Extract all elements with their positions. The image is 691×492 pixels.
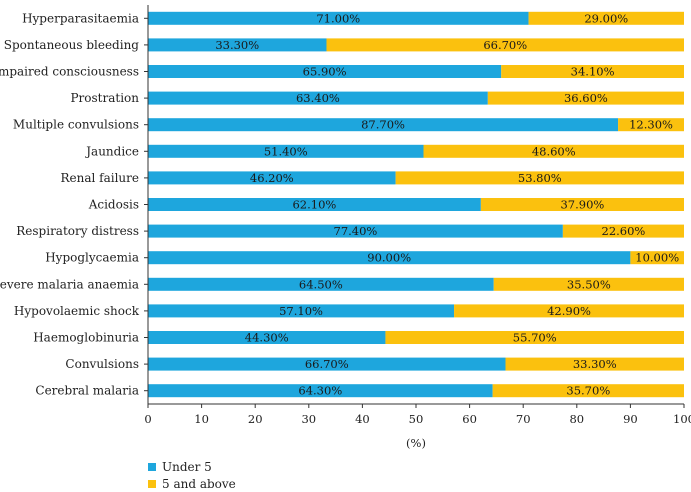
value-label-under-5-cerebral-malaria: 64.30% <box>298 384 342 398</box>
bar-5-and-above-convulsions <box>505 357 684 371</box>
legend-item-under-5: Under 5 <box>148 458 236 475</box>
bar-5-and-above-renal-failure <box>395 171 684 185</box>
legend-label-5-and-above: 5 and above <box>162 476 236 491</box>
value-label-5-and-above-impaired-consciousness: 34.10% <box>571 65 615 79</box>
value-label-under-5-severe-malaria-anaemia: 64.50% <box>299 277 343 291</box>
bar-under-5-impaired-consciousness <box>148 65 502 78</box>
value-label-5-and-above-cerebral-malaria: 35.70% <box>566 384 610 398</box>
value-label-5-and-above-acidosis: 37.90% <box>560 198 604 212</box>
legend-swatch-5-and-above <box>148 479 156 488</box>
value-label-5-and-above-jaundice: 48.60% <box>532 144 576 158</box>
bars-group <box>148 11 684 398</box>
value-label-under-5-jaundice: 51.40% <box>264 144 308 158</box>
value-label-under-5-haemoglobinuria: 44.30% <box>245 331 289 345</box>
bar-under-5-acidosis <box>148 198 481 211</box>
x-axis-title: (%) <box>406 436 426 450</box>
bar-under-5-hypovolaemic-shock <box>148 304 455 318</box>
bar-under-5-cerebral-malaria <box>148 384 493 398</box>
value-label-under-5-hypovolaemic-shock: 57.10% <box>279 304 323 318</box>
bar-under-5-multiple-convulsions <box>148 118 619 132</box>
bar-5-and-above-impaired-consciousness <box>501 65 684 78</box>
category-label-impaired-consciousness: Impaired consciousness <box>0 65 139 79</box>
x-tick-label-0: 0 <box>144 412 151 426</box>
value-label-under-5-impaired-consciousness: 65.90% <box>303 65 347 79</box>
bar-5-and-above-prostration <box>487 91 684 105</box>
value-label-5-and-above-prostration: 36.60% <box>564 91 608 105</box>
bar-5-and-above-acidosis <box>480 198 684 211</box>
category-labels-group: Hyperparasitaemia Spontaneous bleeding Imp… <box>0 11 140 397</box>
bar-under-5-severe-malaria-anaemia <box>148 277 494 291</box>
bar-5-and-above-haemoglobinuria <box>385 331 684 344</box>
value-label-under-5-hypoglycaemia: 90.00% <box>367 251 411 265</box>
value-label-under-5-spontaneous-bleeding: 33.30% <box>215 38 259 52</box>
value-label-5-and-above-convulsions: 33.30% <box>573 357 617 371</box>
bar-5-and-above-hypovolaemic-shock <box>454 304 684 318</box>
x-tick-label-10: 10 <box>194 412 209 426</box>
bar-5-and-above-severe-malaria-anaemia <box>493 277 684 291</box>
bar-5-and-above-jaundice <box>423 144 684 158</box>
value-label-under-5-prostration: 63.40% <box>296 91 340 105</box>
x-tick-label-40: 40 <box>355 412 370 426</box>
x-tick-label-30: 30 <box>301 412 316 426</box>
value-label-under-5-hyperparasitaemia: 71.00% <box>316 11 360 25</box>
value-label-5-and-above-renal-failure: 53.80% <box>518 171 562 185</box>
category-label-respiratory-distress: Respiratory distress <box>16 224 139 238</box>
category-label-renal-failure: Renal failure <box>60 171 139 185</box>
value-labels-group: 71.00% 29.00% 33.30% 66.70% 65.90% 34.10% 63.4… <box>215 11 679 397</box>
category-label-hyperparasitaemia: Hyperparasitaemia <box>22 11 139 25</box>
value-label-5-and-above-hypovolaemic-shock: 42.90% <box>547 304 591 318</box>
bar-under-5-prostration <box>148 91 488 105</box>
category-label-acidosis: Acidosis <box>88 198 139 212</box>
value-label-5-and-above-respiratory-distress: 22.60% <box>602 224 646 238</box>
legend-swatch-under-5 <box>148 462 156 471</box>
bar-5-and-above-hypoglycaemia <box>630 251 684 265</box>
category-label-cerebral-malaria: Cerebral malaria <box>35 384 139 398</box>
category-label-spontaneous-bleeding: Spontaneous bleeding <box>4 38 140 52</box>
value-label-5-and-above-multiple-convulsions: 12.30% <box>629 118 673 132</box>
bar-5-and-above-multiple-convulsions <box>618 118 684 132</box>
bar-5-and-above-hyperparasitaemia <box>528 11 684 25</box>
legend-item-5-and-above: 5 and above <box>148 475 236 492</box>
category-label-multiple-convulsions: Multiple convulsions <box>13 118 139 132</box>
value-label-5-and-above-severe-malaria-anaemia: 35.50% <box>567 277 611 291</box>
value-label-5-and-above-hyperparasitaemia: 29.00% <box>584 11 628 25</box>
value-label-5-and-above-spontaneous-bleeding: 66.70% <box>483 38 527 52</box>
x-tick-label-80: 80 <box>569 412 584 426</box>
x-tick-label-90: 90 <box>623 412 638 426</box>
bar-under-5-jaundice <box>148 144 424 158</box>
x-tick-label-60: 60 <box>462 412 477 426</box>
bar-under-5-hypoglycaemia <box>148 251 631 265</box>
bar-under-5-haemoglobinuria <box>148 331 386 344</box>
x-tick-label-20: 20 <box>248 412 263 426</box>
category-label-prostration: Prostration <box>70 91 139 105</box>
bar-under-5-convulsions <box>148 357 506 371</box>
bar-5-and-above-spontaneous-bleeding <box>326 38 684 52</box>
bar-5-and-above-cerebral-malaria <box>492 384 684 398</box>
value-label-under-5-acidosis: 62.10% <box>292 198 336 212</box>
bar-5-and-above-respiratory-distress <box>562 224 684 238</box>
category-label-severe-malaria-anaemia: Severe malaria anaemia <box>0 277 139 291</box>
category-label-haemoglobinuria: Haemoglobinuria <box>33 331 139 345</box>
x-tick-label-70: 70 <box>516 412 531 426</box>
bar-under-5-respiratory-distress <box>148 224 563 238</box>
legend: Under 5 5 and above <box>148 458 236 492</box>
category-label-hypovolaemic-shock: Hypovolaemic shock <box>14 304 140 318</box>
bar-under-5-hyperparasitaemia <box>148 11 529 25</box>
x-tick-label-100: 100 <box>673 412 691 426</box>
category-label-convulsions: Convulsions <box>65 357 139 371</box>
value-label-under-5-renal-failure: 46.20% <box>250 171 294 185</box>
value-label-under-5-respiratory-distress: 77.40% <box>334 224 378 238</box>
bar-under-5-spontaneous-bleeding <box>148 38 327 52</box>
value-label-under-5-multiple-convulsions: 87.70% <box>361 118 405 132</box>
value-label-under-5-convulsions: 66.70% <box>305 357 349 371</box>
x-axis: 0 10 20 30 40 50 60 70 80 90 100 <box>144 5 691 426</box>
category-label-jaundice: Jaundice <box>84 144 139 158</box>
value-label-5-and-above-hypoglycaemia: 10.00% <box>635 251 679 265</box>
value-label-5-and-above-haemoglobinuria: 55.70% <box>513 331 557 345</box>
legend-label-under-5: Under 5 <box>162 459 212 474</box>
bar-under-5-renal-failure <box>148 171 396 185</box>
category-label-hypoglycaemia: Hypoglycaemia <box>45 251 139 265</box>
x-tick-label-50: 50 <box>409 412 424 426</box>
stacked-bar-chart: 71.00% 29.00% 33.30% 66.70% 65.90% 34.10% 63.4… <box>0 5 691 450</box>
